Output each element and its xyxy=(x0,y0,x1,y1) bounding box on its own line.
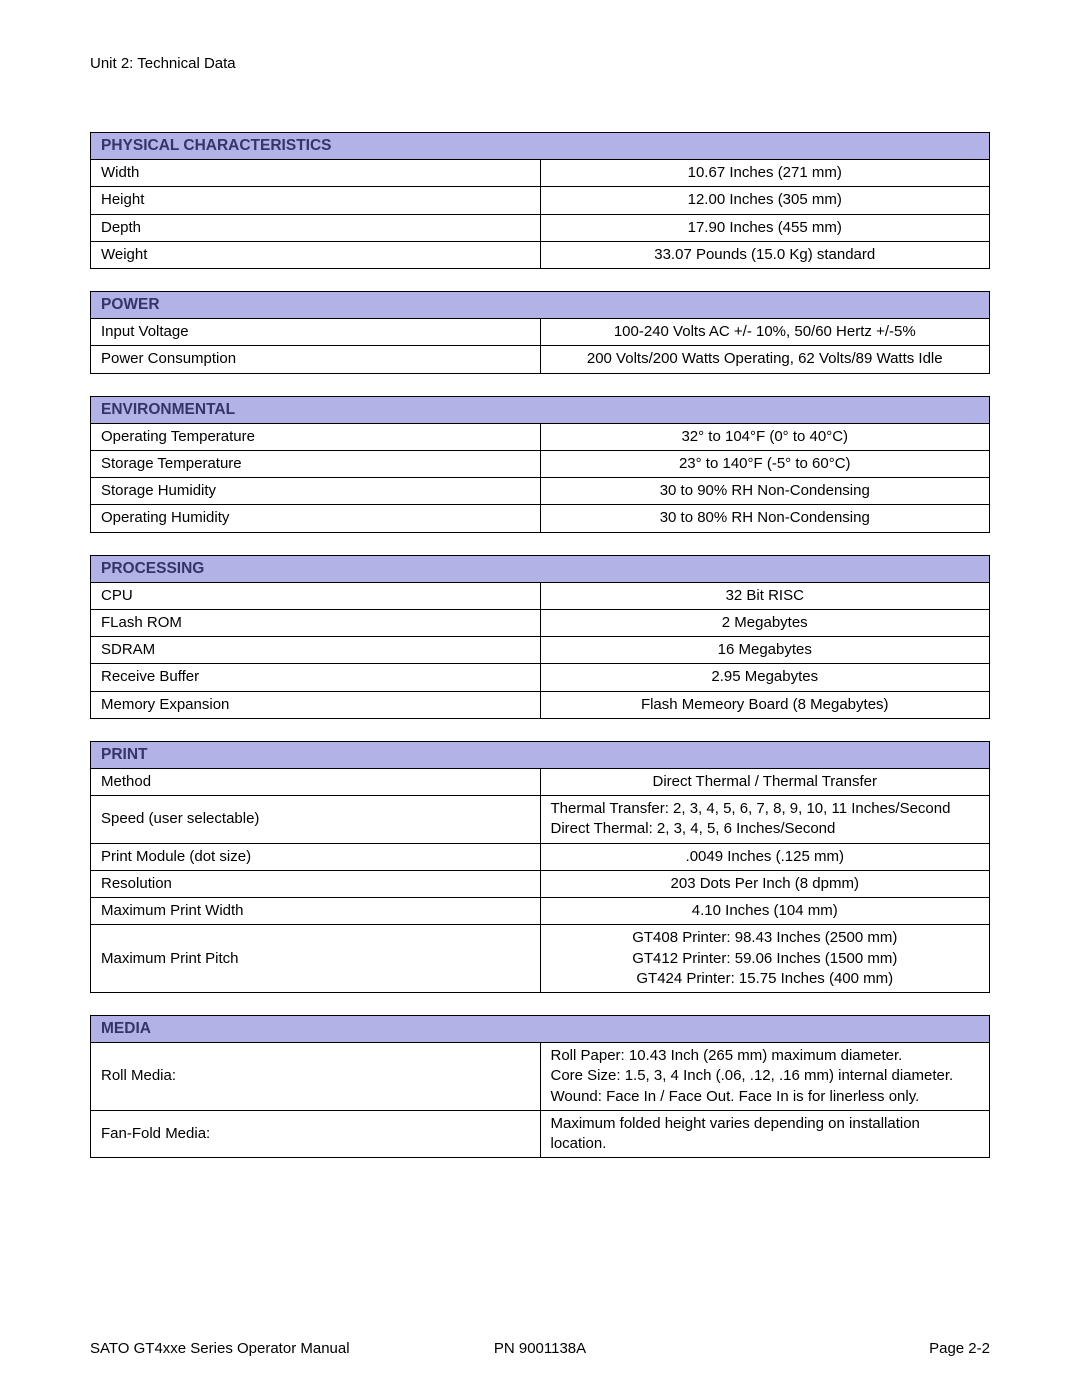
spec-label: Print Module (dot size) xyxy=(91,843,541,870)
table-row: Memory ExpansionFlash Memeory Board (8 M… xyxy=(91,691,990,718)
spec-table: PRINTMethodDirect Thermal / Thermal Tran… xyxy=(90,741,990,993)
spec-value: 203 Dots Per Inch (8 dpmm) xyxy=(540,870,990,897)
spec-value: Thermal Transfer: 2, 3, 4, 5, 6, 7, 8, 9… xyxy=(540,796,990,844)
footer-left: SATO GT4xxe Series Operator Manual xyxy=(90,1340,390,1357)
spec-table: PROCESSINGCPU32 Bit RISCFLash ROM2 Megab… xyxy=(90,555,990,719)
spec-value: 100-240 Volts AC +/- 10%, 50/60 Hertz +/… xyxy=(540,319,990,346)
table-row: Operating Humidity30 to 80% RH Non-Conde… xyxy=(91,505,990,532)
spec-label: Operating Humidity xyxy=(91,505,541,532)
spec-value: 32 Bit RISC xyxy=(540,582,990,609)
spec-value: 32° to 104°F (0° to 40°C) xyxy=(540,423,990,450)
table-row: Weight33.07 Pounds (15.0 Kg) standard xyxy=(91,241,990,268)
section-header: PHYSICAL CHARACTERISTICS xyxy=(91,133,990,160)
table-row: FLash ROM2 Megabytes xyxy=(91,609,990,636)
table-row: Power Consumption200 Volts/200 Watts Ope… xyxy=(91,346,990,373)
spec-value: 16 Megabytes xyxy=(540,637,990,664)
footer-mid: PN 9001138A xyxy=(390,1340,690,1357)
table-row: Storage Temperature23° to 140°F (-5° to … xyxy=(91,450,990,477)
spec-label: Receive Buffer xyxy=(91,664,541,691)
section-header: PROCESSING xyxy=(91,555,990,582)
table-row: Depth17.90 Inches (455 mm) xyxy=(91,214,990,241)
spec-table: MEDIARoll Media:Roll Paper: 10.43 Inch (… xyxy=(90,1015,990,1158)
spec-table: POWERInput Voltage100-240 Volts AC +/- 1… xyxy=(90,291,990,374)
spec-value: 23° to 140°F (-5° to 60°C) xyxy=(540,450,990,477)
table-row: CPU32 Bit RISC xyxy=(91,582,990,609)
spec-table: PHYSICAL CHARACTERISTICSWidth10.67 Inche… xyxy=(90,132,990,269)
spec-label: Operating Temperature xyxy=(91,423,541,450)
table-row: Roll Media:Roll Paper: 10.43 Inch (265 m… xyxy=(91,1043,990,1111)
spec-label: Resolution xyxy=(91,870,541,897)
table-row: Print Module (dot size).0049 Inches (.12… xyxy=(91,843,990,870)
section-header: MEDIA xyxy=(91,1016,990,1043)
spec-value: .0049 Inches (.125 mm) xyxy=(540,843,990,870)
spec-value: Maximum folded height varies depending o… xyxy=(540,1110,990,1158)
section-header: ENVIRONMENTAL xyxy=(91,396,990,423)
spec-label: Power Consumption xyxy=(91,346,541,373)
table-row: Resolution203 Dots Per Inch (8 dpmm) xyxy=(91,870,990,897)
spec-label: Depth xyxy=(91,214,541,241)
spec-value: 2 Megabytes xyxy=(540,609,990,636)
spec-value: 2.95 Megabytes xyxy=(540,664,990,691)
spec-label: Width xyxy=(91,160,541,187)
spec-value: 12.00 Inches (305 mm) xyxy=(540,187,990,214)
spec-value: 17.90 Inches (455 mm) xyxy=(540,214,990,241)
spec-value: 30 to 90% RH Non-Condensing xyxy=(540,478,990,505)
spec-label: Speed (user selectable) xyxy=(91,796,541,844)
spec-label: Maximum Print Width xyxy=(91,898,541,925)
spec-value: 33.07 Pounds (15.0 Kg) standard xyxy=(540,241,990,268)
spec-value: 10.67 Inches (271 mm) xyxy=(540,160,990,187)
spec-label: Method xyxy=(91,768,541,795)
spec-value: GT408 Printer: 98.43 Inches (2500 mm)GT4… xyxy=(540,925,990,993)
spec-value: Roll Paper: 10.43 Inch (265 mm) maximum … xyxy=(540,1043,990,1111)
page-footer: SATO GT4xxe Series Operator Manual PN 90… xyxy=(90,1340,990,1357)
table-row: Storage Humidity30 to 90% RH Non-Condens… xyxy=(91,478,990,505)
table-row: Fan-Fold Media:Maximum folded height var… xyxy=(91,1110,990,1158)
spec-label: Memory Expansion xyxy=(91,691,541,718)
spec-value: Flash Memeory Board (8 Megabytes) xyxy=(540,691,990,718)
section-header: POWER xyxy=(91,292,990,319)
table-row: Maximum Print Width4.10 Inches (104 mm) xyxy=(91,898,990,925)
table-row: Input Voltage100-240 Volts AC +/- 10%, 5… xyxy=(91,319,990,346)
footer-right: Page 2-2 xyxy=(690,1340,990,1357)
table-row: Receive Buffer2.95 Megabytes xyxy=(91,664,990,691)
spec-label: Height xyxy=(91,187,541,214)
table-row: Height12.00 Inches (305 mm) xyxy=(91,187,990,214)
spec-label: Fan-Fold Media: xyxy=(91,1110,541,1158)
table-row: MethodDirect Thermal / Thermal Transfer xyxy=(91,768,990,795)
spec-value: Direct Thermal / Thermal Transfer xyxy=(540,768,990,795)
table-row: Speed (user selectable)Thermal Transfer:… xyxy=(91,796,990,844)
spec-label: Storage Temperature xyxy=(91,450,541,477)
spec-label: Input Voltage xyxy=(91,319,541,346)
spec-label: CPU xyxy=(91,582,541,609)
table-row: SDRAM16 Megabytes xyxy=(91,637,990,664)
table-row: Width10.67 Inches (271 mm) xyxy=(91,160,990,187)
spec-label: FLash ROM xyxy=(91,609,541,636)
spec-value: 200 Volts/200 Watts Operating, 62 Volts/… xyxy=(540,346,990,373)
table-row: Operating Temperature32° to 104°F (0° to… xyxy=(91,423,990,450)
spec-label: Roll Media: xyxy=(91,1043,541,1111)
spec-table: ENVIRONMENTALOperating Temperature32° to… xyxy=(90,396,990,533)
table-row: Maximum Print PitchGT408 Printer: 98.43 … xyxy=(91,925,990,993)
tables-container: PHYSICAL CHARACTERISTICSWidth10.67 Inche… xyxy=(90,132,990,1158)
spec-label: Weight xyxy=(91,241,541,268)
section-header: PRINT xyxy=(91,741,990,768)
unit-title: Unit 2: Technical Data xyxy=(90,55,990,72)
spec-label: Storage Humidity xyxy=(91,478,541,505)
spec-label: SDRAM xyxy=(91,637,541,664)
spec-value: 4.10 Inches (104 mm) xyxy=(540,898,990,925)
page: Unit 2: Technical Data PHYSICAL CHARACTE… xyxy=(0,0,1080,1397)
spec-value: 30 to 80% RH Non-Condensing xyxy=(540,505,990,532)
spec-label: Maximum Print Pitch xyxy=(91,925,541,993)
